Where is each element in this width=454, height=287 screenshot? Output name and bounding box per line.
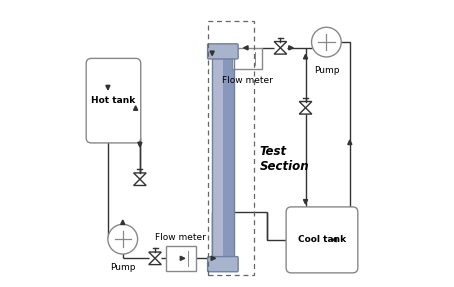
Polygon shape xyxy=(133,173,146,179)
Text: Test
Section: Test Section xyxy=(260,145,310,173)
Polygon shape xyxy=(210,51,214,55)
Polygon shape xyxy=(180,256,185,260)
Polygon shape xyxy=(121,220,125,224)
Text: Pump: Pump xyxy=(110,263,135,272)
Polygon shape xyxy=(106,85,110,90)
Circle shape xyxy=(311,27,341,57)
Polygon shape xyxy=(299,108,312,114)
Bar xyxy=(232,48,262,69)
Polygon shape xyxy=(138,142,142,147)
Polygon shape xyxy=(211,256,216,260)
Bar xyxy=(212,58,233,258)
Bar xyxy=(212,58,223,258)
FancyBboxPatch shape xyxy=(86,58,141,143)
Polygon shape xyxy=(133,106,138,110)
Bar xyxy=(166,246,196,271)
Circle shape xyxy=(108,224,138,254)
Polygon shape xyxy=(299,102,312,108)
Text: Flow meter: Flow meter xyxy=(222,75,272,85)
Polygon shape xyxy=(274,42,286,48)
Polygon shape xyxy=(348,140,352,145)
Text: Pump: Pump xyxy=(314,66,339,75)
Polygon shape xyxy=(133,179,146,185)
Polygon shape xyxy=(243,46,248,50)
Text: Cool tank: Cool tank xyxy=(298,235,346,245)
Polygon shape xyxy=(303,199,308,204)
Polygon shape xyxy=(149,258,161,265)
Bar xyxy=(223,58,233,258)
FancyBboxPatch shape xyxy=(207,257,238,272)
Polygon shape xyxy=(303,55,308,59)
Text: Flow meter: Flow meter xyxy=(155,233,206,242)
FancyBboxPatch shape xyxy=(286,207,358,273)
Polygon shape xyxy=(289,46,293,50)
Polygon shape xyxy=(274,48,286,54)
Polygon shape xyxy=(332,238,336,242)
Bar xyxy=(208,21,254,275)
Text: Hot tank: Hot tank xyxy=(91,96,136,105)
FancyBboxPatch shape xyxy=(207,44,238,59)
Polygon shape xyxy=(149,252,161,258)
